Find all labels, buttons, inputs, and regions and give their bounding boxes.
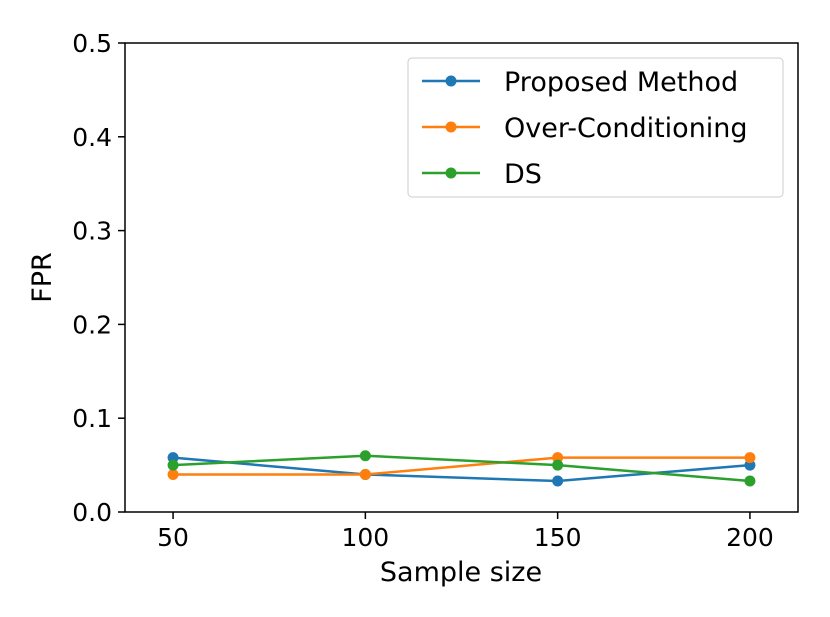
y-tick-label: 0.2 — [72, 310, 112, 339]
data-point-ds — [552, 459, 564, 471]
data-point-over-conditioning — [359, 468, 371, 480]
data-point-over-conditioning — [167, 468, 179, 480]
x-tick-label: 150 — [534, 523, 582, 552]
y-tick-label: 0.1 — [72, 404, 112, 433]
y-tick-label: 0.0 — [72, 498, 112, 527]
legend-label-proposed-method: Proposed Method — [504, 67, 738, 98]
legend-marker-over-conditioning — [445, 121, 457, 133]
x-axis-ticks: 50 100 150 200 — [157, 512, 774, 552]
legend-box — [407, 57, 784, 198]
x-axis-label: Sample size — [380, 557, 542, 588]
legend-entry-proposed-method: Proposed Method — [422, 67, 738, 98]
legend-marker-proposed-method — [445, 75, 457, 87]
legend-label-ds: DS — [504, 159, 542, 190]
x-tick-label: 50 — [157, 523, 189, 552]
legend-entry-over-conditioning: Over-Conditioning — [422, 113, 748, 144]
data-point-ds — [167, 459, 179, 471]
x-tick-label: 100 — [341, 523, 389, 552]
y-axis-label: FPR — [27, 252, 58, 303]
data-point-over-conditioning — [744, 452, 756, 464]
y-axis-ticks: 0.0 0.1 0.2 0.3 0.4 0.5 — [72, 29, 125, 527]
data-point-proposed-method — [552, 475, 564, 487]
y-tick-label: 0.4 — [72, 123, 112, 152]
legend-marker-ds — [445, 167, 457, 179]
x-tick-label: 200 — [726, 523, 774, 552]
plot-frame — [124, 42, 799, 513]
legend-label-over-conditioning: Over-Conditioning — [504, 113, 748, 144]
data-point-ds — [744, 475, 756, 487]
legend: Proposed Method Over-Conditioning DS — [407, 57, 784, 198]
data-point-ds — [359, 450, 371, 462]
legend-entry-ds: DS — [422, 159, 542, 190]
y-tick-label: 0.5 — [72, 29, 112, 58]
series-line-over-conditioning — [173, 456, 750, 476]
y-tick-label: 0.3 — [72, 217, 112, 246]
series-ds — [167, 450, 756, 487]
plot-area — [167, 450, 756, 487]
series-line-ds — [173, 454, 751, 483]
